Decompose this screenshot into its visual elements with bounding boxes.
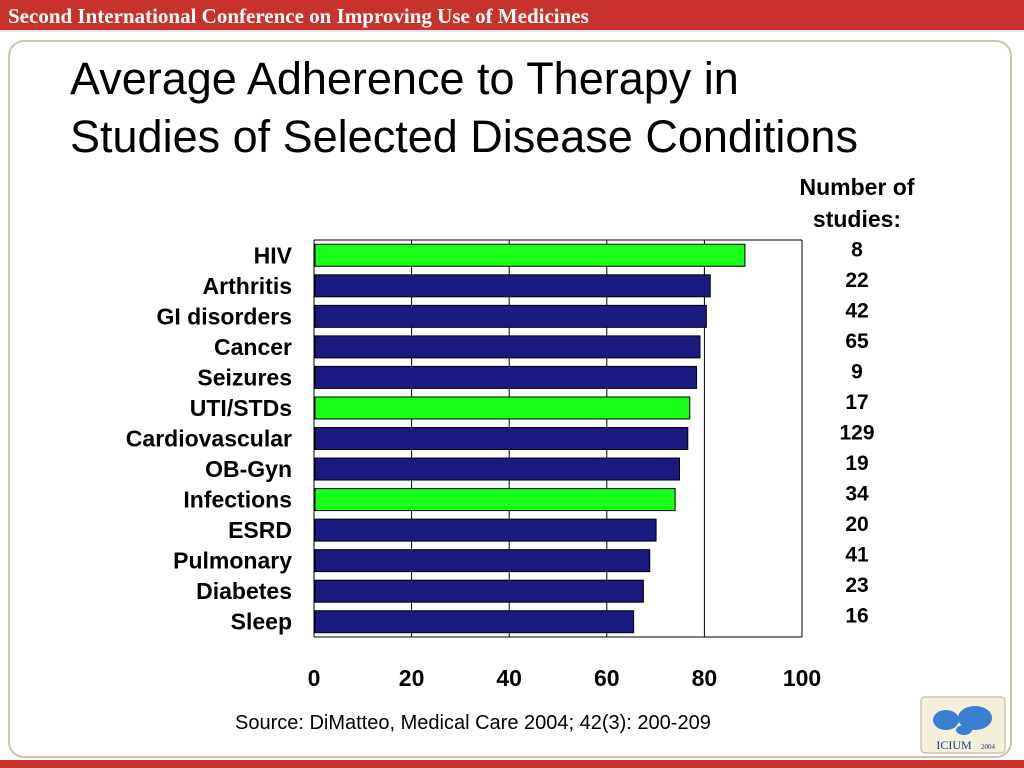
category-labels: HIV Arthritis GI disorders Cancer Seizures UT… [126, 242, 293, 634]
bar-diabetes [314, 579, 644, 603]
icium-logo: ICIUM 2004 [920, 696, 1006, 754]
bar-esrd [314, 518, 657, 542]
category-label: Pulmonary [173, 548, 292, 574]
category-label: Arthritis [203, 273, 292, 299]
bar-ob-gyn [314, 457, 681, 481]
category-label: Sleep [231, 609, 292, 635]
x-tick-label: 80 [692, 665, 718, 691]
bar-cancer [314, 335, 701, 359]
study-count: 9 [851, 360, 863, 383]
category-label: Cardiovascular [126, 426, 292, 452]
category-label: Cancer [214, 334, 292, 360]
category-label: OB-Gyn [205, 456, 292, 482]
study-count: 129 [839, 422, 874, 445]
logo-text: ICIUM [936, 738, 972, 752]
studies-heading-line-2: studies: [813, 206, 901, 232]
studies-heading-line-1: Number of [800, 174, 915, 200]
study-count: 34 [845, 483, 869, 506]
category-label: Infections [183, 487, 292, 513]
bar-cardiovascular [314, 427, 689, 450]
slide-title: Average Adherence to Therapy in Studies … [70, 50, 1000, 166]
category-label: Seizures [197, 364, 292, 390]
x-tick-label: 0 [308, 665, 321, 691]
study-count: 17 [845, 391, 868, 414]
study-count: 22 [845, 269, 868, 292]
bar-seizures [314, 365, 698, 389]
banner-title: Second International Conference on Impro… [8, 4, 589, 28]
category-label: ESRD [228, 517, 292, 543]
category-label: GI disorders [157, 303, 292, 329]
study-count: 41 [845, 544, 869, 567]
title-line-1: Average Adherence to Therapy in [70, 53, 739, 104]
title-line-2: Studies of Selected Disease Conditions [70, 111, 858, 162]
study-count: 20 [845, 513, 868, 536]
bar-sleep [314, 610, 635, 634]
x-tick-label: 40 [496, 665, 522, 691]
study-count: 42 [845, 299, 868, 322]
conference-banner: Second International Conference on Impro… [0, 0, 1024, 32]
x-tick-labels: 0 20 40 60 80 100 [308, 665, 822, 691]
study-count-labels: 8 22 42 65 9 17 129 19 34 20 41 23 16 [839, 238, 874, 627]
slide-frame [8, 40, 1012, 758]
x-tick-label: 20 [399, 665, 425, 691]
chart-bars [314, 243, 746, 634]
source-citation: Source: DiMatteo, Medical Care 2004; 42(… [235, 712, 711, 734]
category-label: UTI/STDs [190, 395, 292, 421]
study-count: 19 [845, 452, 868, 475]
study-count: 23 [845, 574, 868, 597]
bar-uti-stds [314, 396, 691, 420]
category-label: Diabetes [196, 578, 292, 604]
study-count: 8 [851, 238, 863, 261]
footer-bar [0, 760, 1024, 768]
bar-hiv [314, 243, 746, 267]
x-tick-label: 100 [783, 665, 821, 691]
x-tick-label: 60 [594, 665, 620, 691]
study-count: 16 [845, 605, 868, 628]
bar-gi-disorders [314, 304, 707, 328]
bar-arthritis [314, 274, 711, 298]
study-count: 65 [845, 330, 869, 353]
bar-infections [314, 488, 676, 512]
logo-year: 2004 [981, 743, 996, 751]
category-label: HIV [254, 242, 293, 268]
bar-pulmonary [314, 549, 651, 573]
